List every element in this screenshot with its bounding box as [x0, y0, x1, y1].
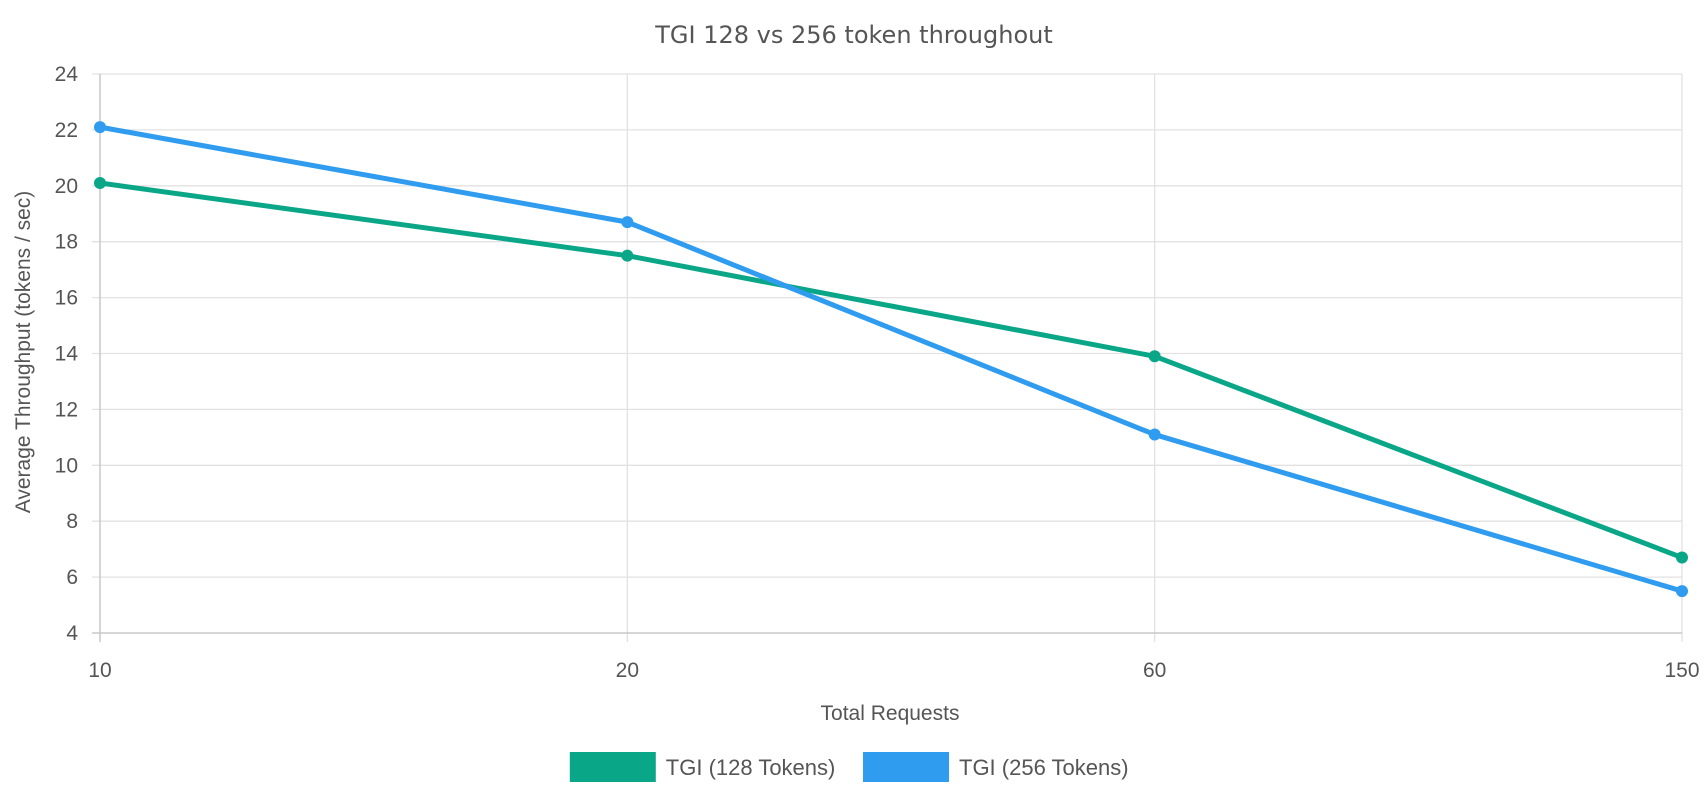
data-point[interactable] — [94, 121, 106, 134]
y-tick-label: 24 — [55, 63, 79, 86]
data-point[interactable] — [1148, 350, 1161, 363]
data-point[interactable] — [1676, 551, 1688, 564]
series-2 — [94, 121, 1688, 598]
data-series — [94, 121, 1688, 598]
y-tick-label: 14 — [55, 343, 79, 366]
series-1 — [94, 177, 1688, 564]
x-axis-tick-labels: 10 20 60 150 — [88, 659, 1699, 682]
y-axis-tick-labels: 24 22 20 18 16 14 12 10 8 6 4 — [55, 63, 79, 645]
y-tick-label: 22 — [55, 119, 78, 142]
x-tick-label: 20 — [616, 659, 639, 682]
axes — [92, 74, 1682, 642]
legend-label: TGI (256 Tokens) — [959, 755, 1129, 780]
data-point[interactable] — [94, 177, 106, 190]
legend[interactable]: TGI (128 Tokens) TGI (256 Tokens) — [569, 752, 1129, 782]
x-tick-label: 10 — [88, 659, 111, 682]
y-tick-label: 20 — [55, 175, 78, 198]
y-tick-label: 18 — [55, 231, 78, 254]
y-tick-label: 6 — [66, 566, 78, 589]
y-tick-label: 10 — [55, 454, 78, 477]
y-axis-title: Average Throughput (tokens / sec) — [12, 191, 35, 514]
y-tick-label: 8 — [66, 510, 78, 533]
x-tick-label: 60 — [1143, 659, 1166, 682]
grid-lines — [92, 73, 1683, 642]
legend-label: TGI (128 Tokens) — [666, 755, 836, 780]
y-tick-label: 16 — [55, 287, 78, 310]
series-line — [97, 180, 1685, 561]
legend-item[interactable]: TGI (256 Tokens) — [863, 752, 1129, 782]
data-point[interactable] — [621, 216, 634, 229]
data-point[interactable] — [1676, 585, 1688, 598]
data-point[interactable] — [621, 249, 634, 262]
x-axis-title: Total Requests — [821, 702, 960, 725]
x-tick-label: 150 — [1664, 659, 1699, 682]
y-tick-label: 4 — [66, 622, 78, 645]
legend-swatch — [863, 752, 949, 782]
y-tick-label: 12 — [55, 398, 78, 421]
data-point[interactable] — [1148, 428, 1161, 441]
legend-swatch — [569, 752, 656, 782]
series-line — [97, 124, 1685, 594]
legend-item[interactable]: TGI (128 Tokens) — [569, 752, 836, 782]
chart-title: TGI 128 vs 256 token throughout — [654, 21, 1053, 49]
